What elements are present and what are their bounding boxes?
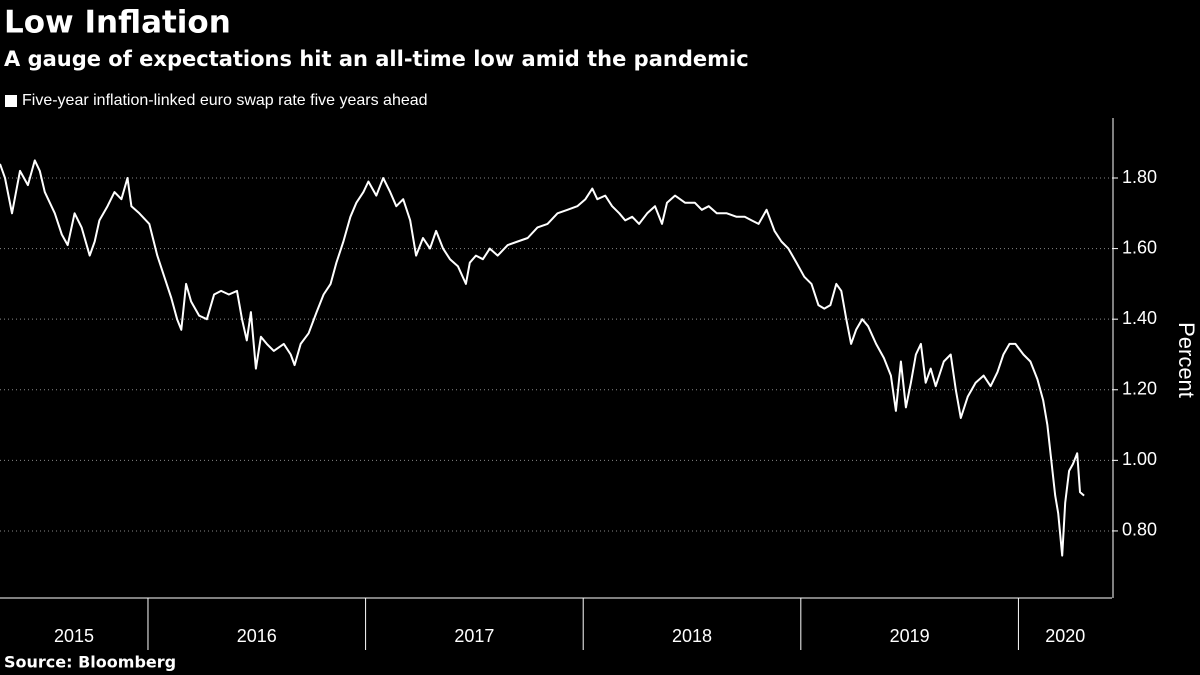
x-tick-label: 2020 [1045,626,1085,646]
line-series [0,159,1085,557]
x-tick-label: 2017 [454,626,494,646]
x-tick-label: 2016 [237,626,277,646]
legend-label: Five-year inflation-linked euro swap rat… [22,92,428,109]
chart-subtitle: A gauge of expectations hit an all-time … [4,47,749,71]
y-tick-label: 1.00 [1122,449,1157,469]
x-tick-label: 2019 [890,626,930,646]
y-tick-label: 1.60 [1122,237,1157,257]
chart-title: Low Inflation [4,5,231,41]
x-tick-label: 2018 [672,626,712,646]
y-tick-label: 1.40 [1122,308,1157,328]
y-tick-label: 1.80 [1122,167,1157,187]
y-axis-label: Percent [1174,322,1199,398]
source: Source: Bloomberg [4,653,176,672]
legend-swatch [5,95,17,107]
x-tick-label: 2015 [54,626,94,646]
y-tick-label: 0.80 [1122,520,1157,540]
y-tick-label: 1.20 [1122,379,1157,399]
